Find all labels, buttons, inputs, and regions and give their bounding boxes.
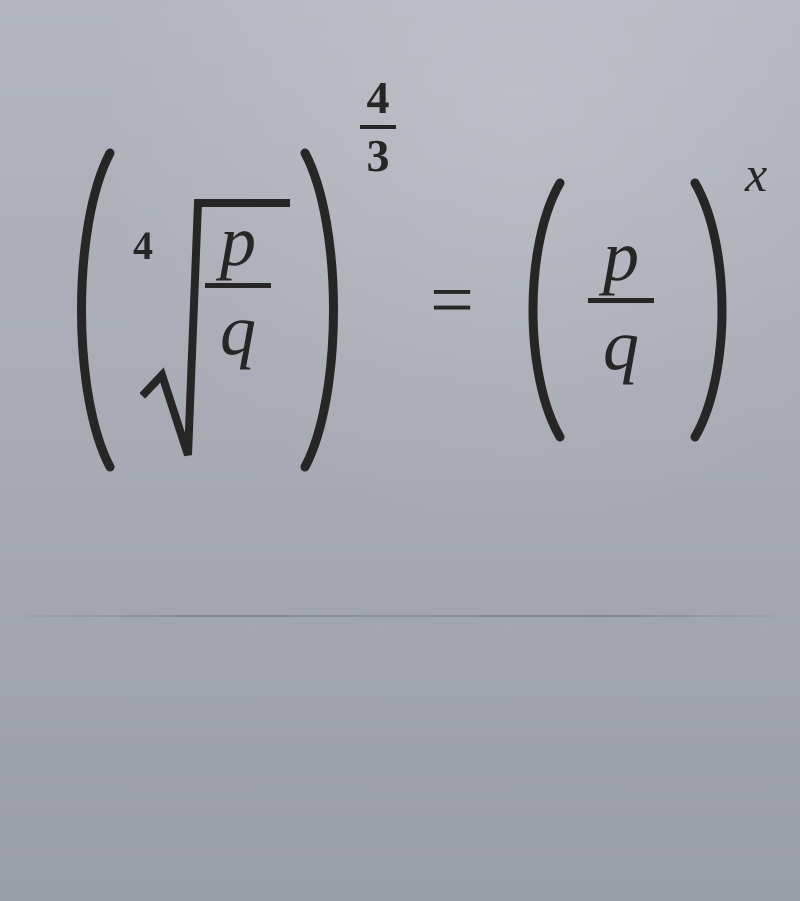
outer-exponent-fraction: 4 3: [360, 75, 396, 179]
right-paren-open: [510, 175, 570, 445]
equals-sign: =: [430, 255, 474, 345]
fraction-bar: [588, 298, 654, 303]
fraction-bar: [360, 125, 396, 129]
fraction-bar: [205, 283, 271, 288]
outer-exponent-numerator: 4: [360, 75, 396, 121]
left-paren-close: [295, 145, 355, 475]
right-exponent: x: [745, 145, 767, 203]
right-paren-close: [685, 175, 745, 445]
radicand-numerator: p: [205, 205, 271, 277]
left-paren-open: [60, 145, 120, 475]
right-fraction: p q: [588, 220, 654, 381]
radicand-denominator: q: [205, 294, 271, 366]
right-numerator: p: [588, 220, 654, 292]
outer-exponent-denominator: 3: [360, 133, 396, 179]
radicand-fraction: p q: [205, 205, 271, 366]
paper-crease: [0, 615, 800, 617]
equation: 4 p q 4 3 = p q x: [45, 90, 765, 490]
right-denominator: q: [588, 309, 654, 381]
